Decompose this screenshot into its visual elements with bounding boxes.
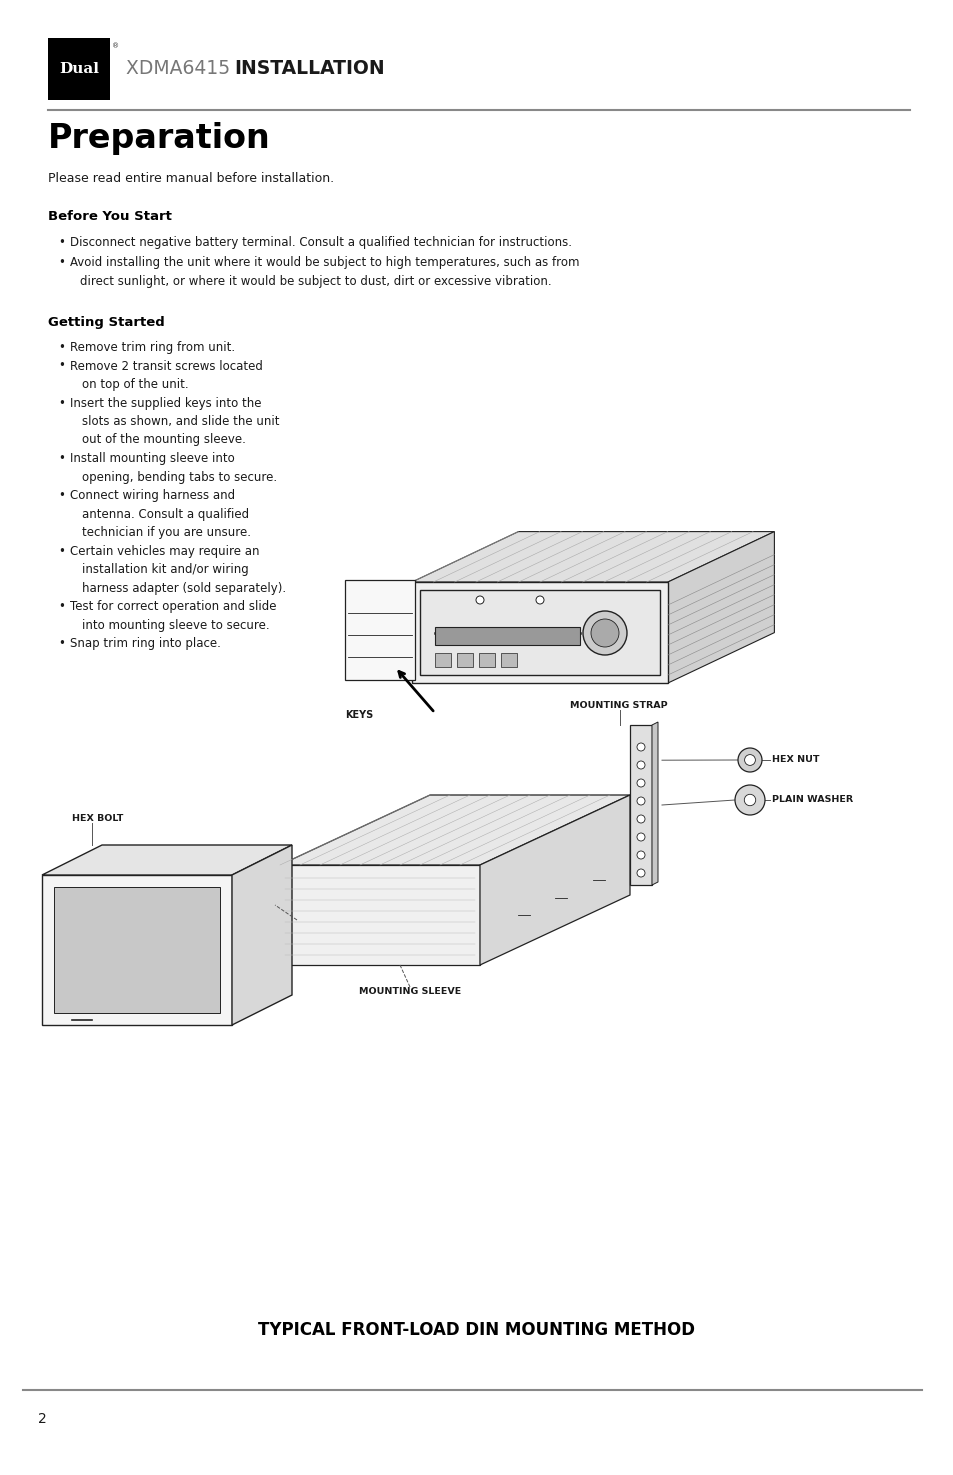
Text: KEYS: KEYS [345, 709, 373, 720]
Circle shape [637, 796, 644, 805]
Circle shape [637, 869, 644, 878]
Text: Please read entire manual before installation.: Please read entire manual before install… [48, 173, 334, 184]
Text: Preparation: Preparation [48, 122, 271, 155]
Text: 2: 2 [38, 1412, 47, 1426]
Text: harness adapter (sold separately).: harness adapter (sold separately). [82, 581, 286, 594]
Polygon shape [42, 875, 232, 1025]
Text: •: • [58, 257, 65, 268]
Polygon shape [54, 886, 220, 1013]
Text: XDMA6415: XDMA6415 [126, 59, 236, 78]
Polygon shape [232, 845, 292, 1025]
Circle shape [743, 795, 755, 805]
Text: Remove trim ring from unit.: Remove trim ring from unit. [70, 341, 234, 354]
FancyBboxPatch shape [456, 653, 473, 667]
Text: on top of the unit.: on top of the unit. [82, 378, 189, 391]
Text: Remove 2 transit screws located: Remove 2 transit screws located [70, 360, 263, 373]
Text: slots as shown, and slide the unit: slots as shown, and slide the unit [82, 414, 279, 428]
Circle shape [637, 779, 644, 788]
Text: Connect wiring harness and: Connect wiring harness and [70, 490, 234, 502]
Polygon shape [419, 590, 659, 676]
Text: TYPICAL FRONT-LOAD DIN MOUNTING METHOD: TYPICAL FRONT-LOAD DIN MOUNTING METHOD [258, 1322, 695, 1339]
Text: MOUNTING SLEEVE: MOUNTING SLEEVE [358, 987, 460, 996]
Polygon shape [280, 864, 479, 965]
Circle shape [637, 743, 644, 751]
Polygon shape [651, 721, 658, 885]
FancyBboxPatch shape [48, 38, 110, 100]
Circle shape [536, 596, 543, 603]
FancyBboxPatch shape [478, 653, 495, 667]
Text: •: • [58, 490, 65, 502]
Circle shape [637, 833, 644, 841]
Circle shape [590, 620, 618, 648]
Text: direct sunlight, or where it would be subject to dust, dirt or excessive vibrati: direct sunlight, or where it would be su… [80, 274, 551, 288]
Text: Avoid installing the unit where it would be subject to high temperatures, such a: Avoid installing the unit where it would… [70, 257, 578, 268]
Text: •: • [58, 544, 65, 558]
Circle shape [637, 851, 644, 858]
Polygon shape [667, 531, 774, 683]
FancyBboxPatch shape [435, 627, 579, 645]
Circle shape [476, 596, 483, 603]
Text: •: • [58, 451, 65, 465]
Polygon shape [412, 531, 774, 583]
Text: •: • [58, 236, 65, 249]
Text: opening, bending tabs to secure.: opening, bending tabs to secure. [82, 471, 276, 484]
Text: •: • [58, 637, 65, 650]
Text: antenna. Consult a qualified: antenna. Consult a qualified [82, 507, 249, 521]
Text: installation kit and/or wiring: installation kit and/or wiring [82, 563, 249, 577]
Text: Snap trim ring into place.: Snap trim ring into place. [70, 637, 221, 650]
Text: MOUNTING STRAP: MOUNTING STRAP [569, 701, 667, 709]
FancyBboxPatch shape [629, 726, 651, 885]
Text: ®: ® [112, 43, 119, 49]
Polygon shape [280, 795, 629, 864]
Text: Install mounting sleeve into: Install mounting sleeve into [70, 451, 234, 465]
Text: •: • [58, 397, 65, 410]
Circle shape [582, 611, 626, 655]
Polygon shape [479, 795, 629, 965]
Circle shape [637, 761, 644, 768]
Text: Getting Started: Getting Started [48, 316, 165, 329]
Circle shape [744, 755, 755, 766]
Text: technician if you are unsure.: technician if you are unsure. [82, 527, 251, 538]
Polygon shape [42, 845, 292, 875]
Text: Disconnect negative battery terminal. Consult a qualified technician for instruc: Disconnect negative battery terminal. Co… [70, 236, 572, 249]
Text: Insert the supplied keys into the: Insert the supplied keys into the [70, 397, 261, 410]
Circle shape [738, 748, 761, 771]
Circle shape [734, 785, 764, 816]
FancyBboxPatch shape [435, 653, 451, 667]
Text: PLAIN WASHER: PLAIN WASHER [771, 795, 852, 804]
Text: •: • [58, 600, 65, 614]
Polygon shape [412, 583, 667, 683]
Text: into mounting sleeve to secure.: into mounting sleeve to secure. [82, 618, 270, 631]
Text: Certain vehicles may require an: Certain vehicles may require an [70, 544, 259, 558]
Circle shape [637, 816, 644, 823]
FancyBboxPatch shape [500, 653, 517, 667]
Text: •: • [58, 360, 65, 373]
Text: HEX BOLT: HEX BOLT [71, 814, 123, 823]
Text: Dual: Dual [59, 62, 99, 77]
Text: Before You Start: Before You Start [48, 209, 172, 223]
Text: Test for correct operation and slide: Test for correct operation and slide [70, 600, 276, 614]
Text: •: • [58, 341, 65, 354]
Polygon shape [345, 580, 415, 680]
Text: INSTALLATION: INSTALLATION [233, 59, 384, 78]
Text: HEX NUT: HEX NUT [771, 755, 819, 764]
Text: out of the mounting sleeve.: out of the mounting sleeve. [82, 434, 246, 447]
